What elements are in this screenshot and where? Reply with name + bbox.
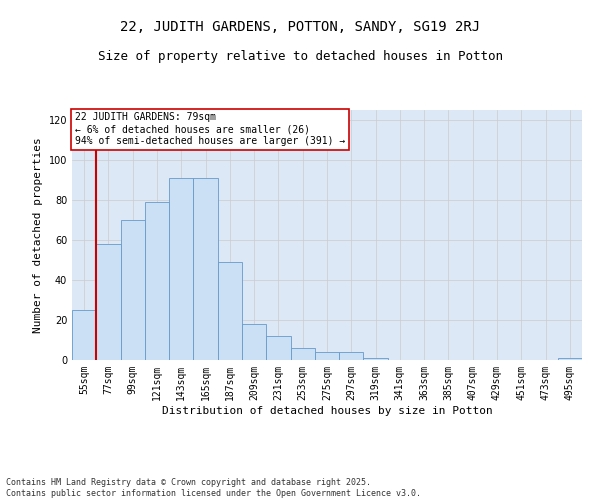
Bar — [339, 352, 364, 360]
Bar — [290, 348, 315, 360]
Text: Size of property relative to detached houses in Potton: Size of property relative to detached ho… — [97, 50, 503, 63]
Text: 22 JUDITH GARDENS: 79sqm
← 6% of detached houses are smaller (26)
94% of semi-de: 22 JUDITH GARDENS: 79sqm ← 6% of detache… — [74, 112, 345, 146]
X-axis label: Distribution of detached houses by size in Potton: Distribution of detached houses by size … — [161, 406, 493, 415]
Bar — [315, 352, 339, 360]
Bar — [218, 262, 242, 360]
Text: 22, JUDITH GARDENS, POTTON, SANDY, SG19 2RJ: 22, JUDITH GARDENS, POTTON, SANDY, SG19 … — [120, 20, 480, 34]
Y-axis label: Number of detached properties: Number of detached properties — [33, 137, 43, 333]
Bar — [193, 178, 218, 360]
Bar — [145, 202, 169, 360]
Bar — [121, 220, 145, 360]
Bar — [364, 358, 388, 360]
Text: Contains HM Land Registry data © Crown copyright and database right 2025.
Contai: Contains HM Land Registry data © Crown c… — [6, 478, 421, 498]
Bar — [242, 324, 266, 360]
Bar — [558, 358, 582, 360]
Bar — [72, 310, 96, 360]
Bar — [266, 336, 290, 360]
Bar — [169, 178, 193, 360]
Bar — [96, 244, 121, 360]
